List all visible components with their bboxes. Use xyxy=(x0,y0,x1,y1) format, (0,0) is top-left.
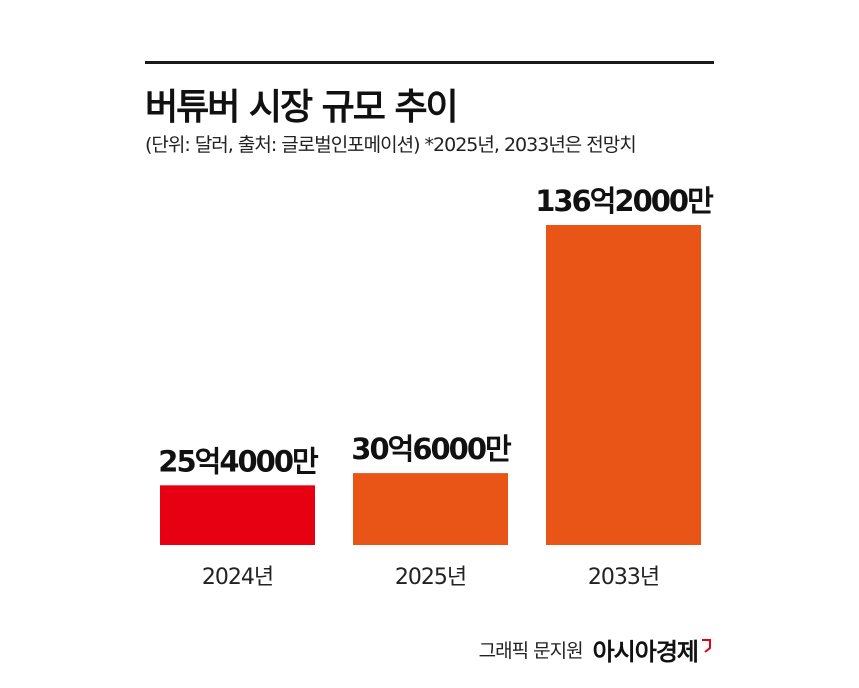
graphic-credit: 그래픽 문지원 xyxy=(478,640,584,662)
bar-2 xyxy=(546,225,701,545)
brand-logo: 아시아경제 xyxy=(592,638,699,666)
brand-mark-icon xyxy=(702,638,711,653)
category-label-1: 2025년 xyxy=(395,565,466,590)
chart-title: 버튜버 시장 규모 추이 xyxy=(145,87,459,128)
credit-line: 그래픽 문지원 아시아경제 xyxy=(479,632,711,667)
value-label-2: 136억2000만 xyxy=(535,184,714,218)
value-label-0: 25억4000만 xyxy=(158,444,319,478)
bar-0 xyxy=(160,485,315,545)
chart-subtitle: (단위: 달러, 출처: 글로벌인포메이션) *2025년, 2033년은 전망… xyxy=(145,134,637,156)
category-label-2: 2033년 xyxy=(588,565,659,590)
value-label-1: 30억6000만 xyxy=(351,432,512,466)
category-label-0: 2024년 xyxy=(202,565,273,590)
top-rule xyxy=(145,61,714,64)
bar-1 xyxy=(353,473,508,545)
